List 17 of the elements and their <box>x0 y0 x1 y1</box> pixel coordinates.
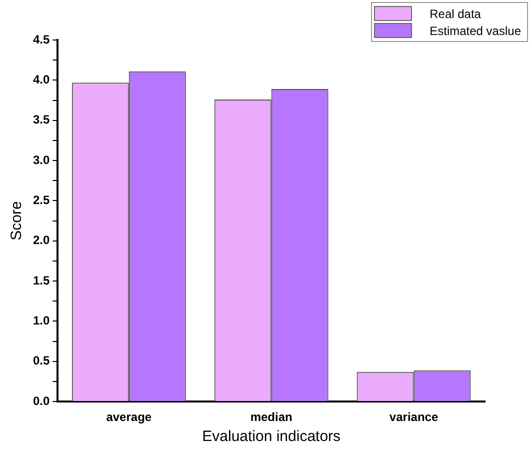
x-tick-label: variance <box>389 410 438 424</box>
legend-label: Estimated vaslue <box>430 24 521 38</box>
x-axis-title: Evaluation indicators <box>202 428 341 446</box>
y-tick-label: 2.5 <box>32 193 50 208</box>
y-axis-title: Score <box>8 201 26 240</box>
y-tick-label: 3.5 <box>32 112 50 127</box>
legend-label: Real data <box>430 6 481 20</box>
y-tick-label: 0.0 <box>32 394 50 408</box>
x-tick-label: median <box>250 410 292 424</box>
y-tick-label: 3.0 <box>32 152 50 167</box>
x-tick-label: average <box>106 410 152 424</box>
y-tick-label: 4.5 <box>32 32 50 46</box>
y-tick-label: 1.0 <box>32 314 50 328</box>
y-tick-label: 4.0 <box>32 72 50 86</box>
y-tick-label: 1.5 <box>32 273 50 288</box>
y-tick-label: 2.0 <box>32 233 50 248</box>
y-tick-label: 0.5 <box>32 354 50 368</box>
